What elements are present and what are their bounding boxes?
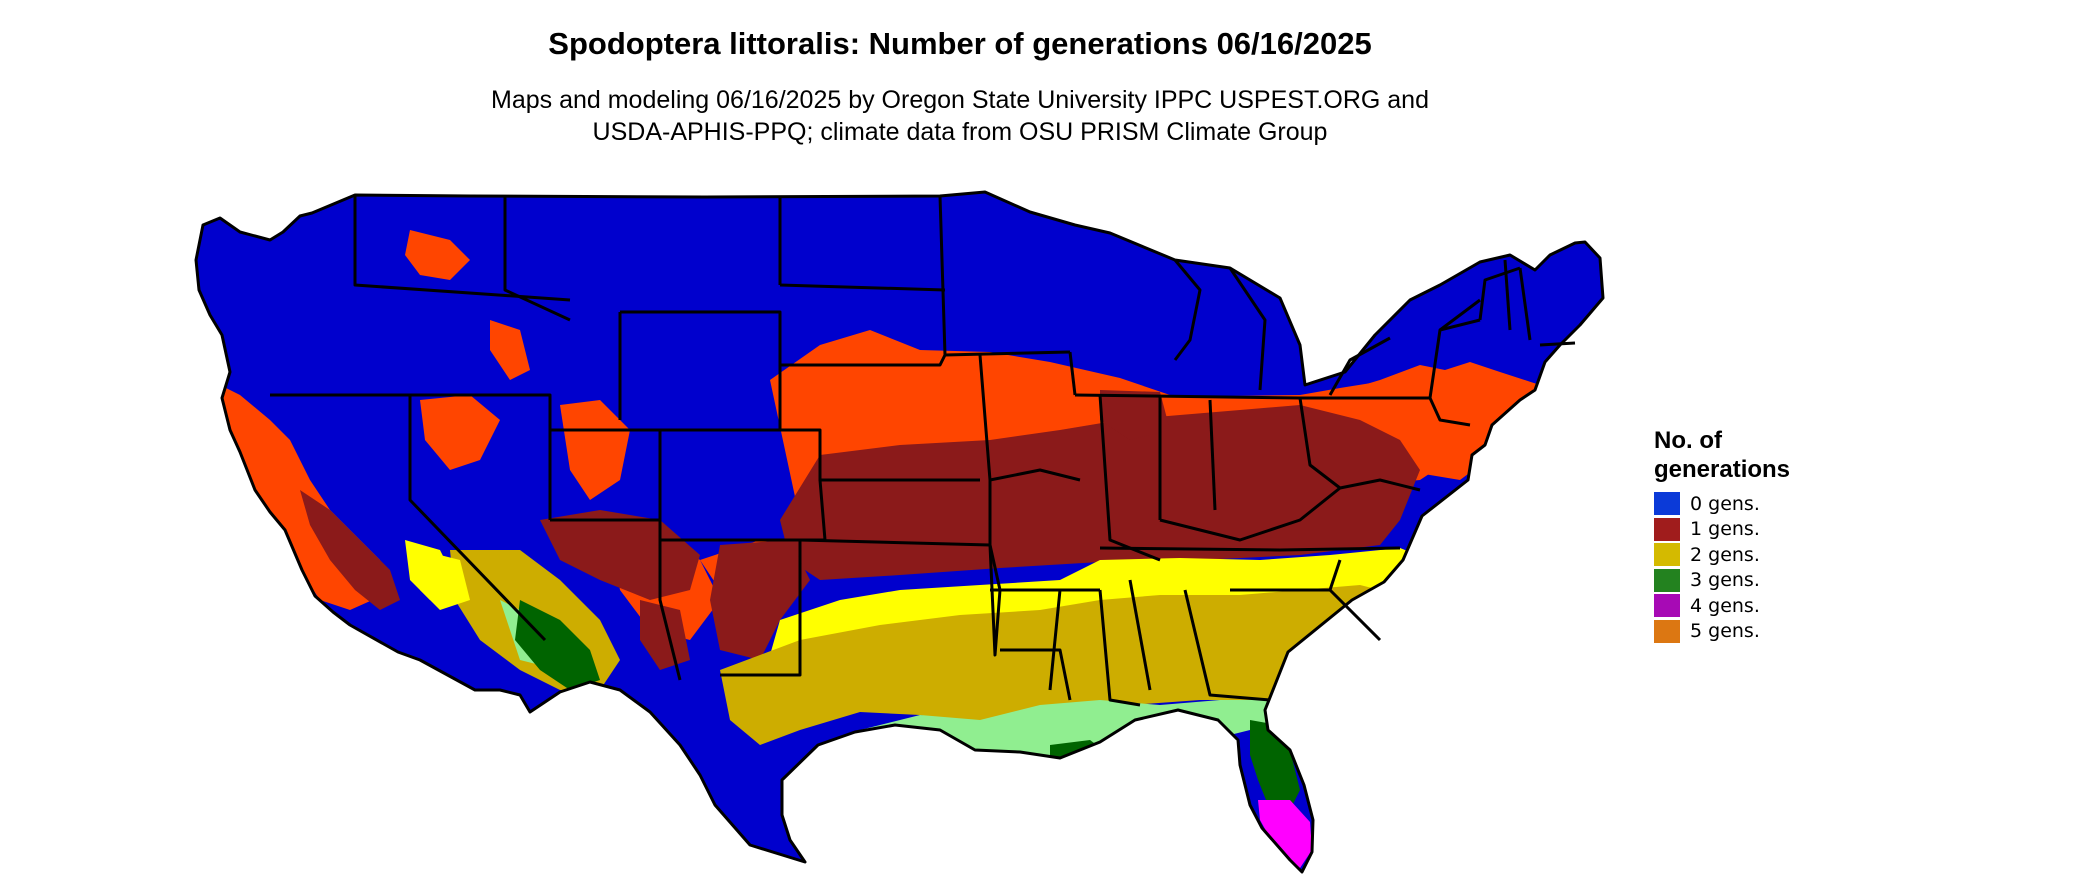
map-title: Spodoptera littoralis: Number of generat… [548,26,1372,61]
legend-swatch [1654,492,1680,516]
zone-3-gens-texas [810,735,960,810]
legend-label: 0 gens. [1690,492,1760,515]
legend-item-1-gens: 1 gens. [1654,517,1894,543]
zone-3-gens-florida [1250,720,1300,810]
legend: No. of generations 0 gens. 1 gens. 2 gen… [1654,426,1894,644]
zone-1-gens-central [780,405,1420,580]
legend-swatch [1654,517,1680,541]
legend-label: 5 gens. [1690,620,1760,643]
legend-label: 3 gens. [1690,569,1760,592]
legend-swatch [1654,594,1680,618]
legend-swatch [1654,568,1680,592]
legend-swatch [1654,619,1680,643]
legend-item-5-gens: 5 gens. [1654,619,1894,645]
legend-item-3-gens: 3 gens. [1654,568,1894,594]
zone-2-gens [720,585,1400,745]
legend-item-2-gens: 2 gens. [1654,542,1894,568]
legend-title: No. of generations [1654,426,1894,484]
legend-title-line-2: generations [1654,456,1791,483]
subtitle-line-2: USDA-APHIS-PPQ; climate data from OSU PR… [592,118,1328,146]
zone-4-gens-texas [860,768,930,855]
legend-swatch [1654,543,1680,567]
subtitle-line-1: Maps and modeling 06/16/2025 by Oregon S… [491,86,1429,114]
legend-label: 1 gens. [1690,518,1760,541]
legend-item-0-gens: 0 gens. [1654,491,1894,517]
legend-title-line-1: No. of [1654,427,1722,454]
legend-label: 2 gens. [1690,543,1760,566]
map-subtitle: Maps and modeling 06/16/2025 by Oregon S… [0,84,1920,148]
legend-item-4-gens: 4 gens. [1654,593,1894,619]
zone-4-gens-florida [1258,800,1312,868]
zone-2-gens-light [760,548,1430,700]
state-borders [194,190,1605,874]
legend-label: 4 gens. [1690,594,1760,617]
